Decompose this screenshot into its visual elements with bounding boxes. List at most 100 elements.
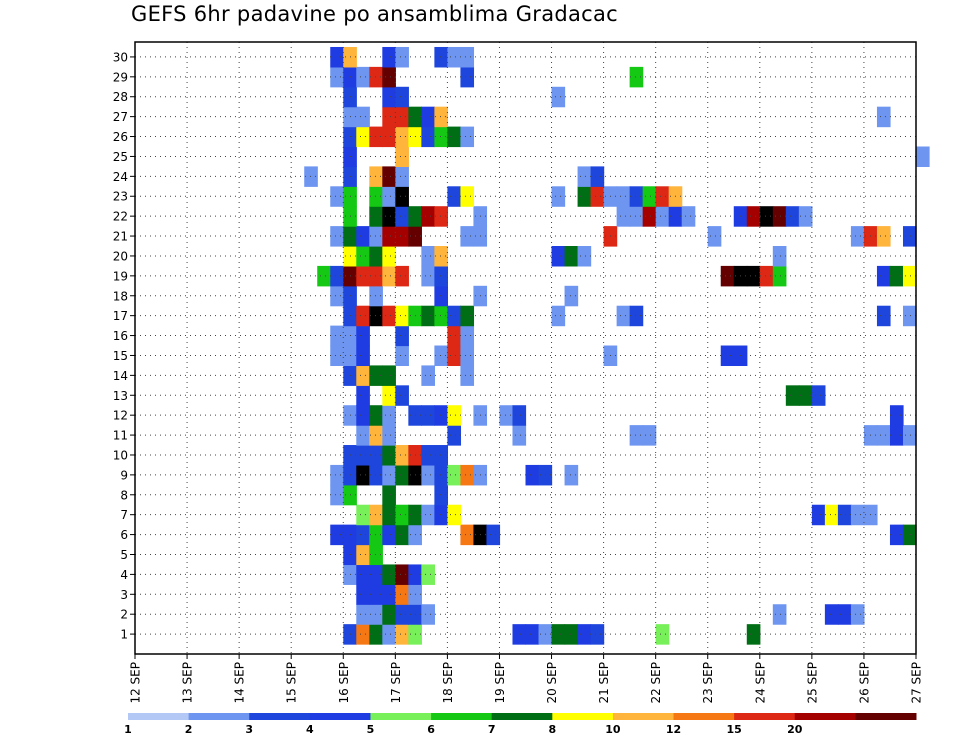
chart-title: GEFS 6hr padavine po ansamblima Gradacac (131, 2, 619, 26)
y-tick-label: 20 (113, 249, 128, 263)
heatmap-cell (382, 246, 396, 267)
heatmap-cell (434, 484, 448, 506)
heatmap-cell (902, 524, 917, 546)
heatmap-cell (512, 405, 527, 426)
y-tick-label: 27 (113, 110, 128, 124)
color-scale-label: 10 (605, 723, 621, 736)
heatmap-cell (356, 365, 370, 386)
heatmap-cell (564, 624, 579, 645)
y-tick-label: 16 (113, 329, 128, 343)
heatmap-cell (356, 66, 370, 88)
heatmap-cell (460, 66, 475, 88)
x-tick-label: 23 SEP (701, 662, 715, 704)
heatmap-cell (564, 246, 579, 267)
heatmap-cell (330, 66, 344, 88)
heatmap-cell (382, 405, 396, 426)
heatmap-cell (486, 524, 501, 546)
heatmap-cell (369, 425, 383, 446)
heatmap-cell (395, 265, 409, 287)
heatmap-cell (382, 106, 396, 128)
heatmap-cell (655, 624, 670, 645)
heatmap-cell (434, 464, 448, 486)
heatmap-cell (850, 604, 865, 625)
heatmap-cell (499, 405, 514, 426)
heatmap-cell (512, 624, 527, 645)
heatmap-cell (876, 265, 891, 287)
heatmap-cell (889, 405, 904, 426)
color-scale-swatch (370, 713, 432, 720)
heatmap-cell (369, 206, 383, 227)
heatmap-cell (369, 166, 383, 187)
y-tick-label: 5 (120, 548, 128, 562)
heatmap-cell (447, 305, 462, 327)
heatmap-cell (746, 206, 761, 227)
heatmap-cell (356, 425, 370, 446)
heatmap-cell (369, 246, 383, 267)
heatmap-cell (447, 126, 462, 148)
heatmap-cell (382, 604, 396, 625)
color-scale-label: 12 (666, 723, 681, 736)
color-scale-label: 1 (124, 723, 132, 736)
heatmap-cell (330, 285, 344, 307)
heatmap-cell (421, 265, 435, 287)
heatmap-cell (356, 106, 370, 128)
heatmap-cell (382, 524, 396, 546)
y-tick-label: 4 (120, 568, 128, 582)
y-tick-label: 22 (113, 210, 128, 224)
heatmap-cell (356, 126, 370, 148)
heatmap-cell (356, 345, 370, 367)
heatmap-cell (785, 385, 800, 406)
y-tick-label: 18 (113, 289, 128, 303)
heatmap-cell (460, 126, 475, 148)
heatmap-cell (330, 524, 344, 546)
heatmap-cell (369, 305, 383, 327)
color-scale-label: 7 (488, 723, 496, 736)
heatmap-cell (655, 206, 670, 227)
heatmap-cell (460, 46, 475, 68)
heatmap-cell (395, 604, 409, 625)
heatmap-cell (330, 484, 344, 506)
heatmap-cell (382, 66, 396, 88)
heatmap-cell (395, 305, 409, 327)
heatmap-cell (551, 186, 566, 207)
heatmap-cell (629, 305, 644, 327)
heatmap-cell (369, 564, 383, 585)
y-tick-label: 19 (113, 269, 128, 283)
heatmap-cell (876, 226, 891, 247)
heatmap-cell (759, 206, 774, 227)
y-tick-label: 14 (113, 369, 128, 383)
heatmap-cell (330, 265, 344, 287)
color-scale-label: 15 (726, 723, 741, 736)
heatmap-cell (356, 305, 370, 327)
heatmap-cell (382, 126, 396, 148)
heatmap-cell (902, 226, 917, 247)
heatmap-cell (395, 206, 409, 227)
heatmap-cell (577, 186, 592, 207)
heatmap-cell (382, 624, 396, 645)
x-tick-label: 13 SEP (181, 662, 195, 704)
heatmap-cell (369, 265, 383, 287)
color-scale-label: 5 (367, 723, 375, 736)
heatmap-cell (382, 226, 396, 247)
y-tick-label: 17 (113, 309, 128, 323)
y-tick-label: 15 (113, 349, 128, 363)
heatmap-cell (356, 265, 370, 287)
heatmap-cell (330, 345, 344, 367)
heatmap-cell (421, 504, 435, 526)
heatmap-cell (421, 126, 435, 148)
heatmap-cell (642, 425, 657, 446)
heatmap-cell (356, 524, 370, 546)
heatmap-cell (837, 504, 852, 526)
x-tick-label: 12 SEP (129, 662, 143, 704)
color-scale-label: 8 (548, 723, 556, 736)
x-tick-label: 16 SEP (337, 662, 351, 704)
y-tick-label: 24 (113, 170, 128, 184)
heatmap-cell (902, 265, 917, 287)
color-scale-swatch (734, 713, 796, 720)
heatmap-cell (551, 624, 566, 645)
color-scale-swatch (188, 713, 250, 720)
heatmap-cell (590, 186, 605, 207)
heatmap-cell (629, 186, 644, 207)
x-tick-label: 27 SEP (910, 662, 924, 704)
